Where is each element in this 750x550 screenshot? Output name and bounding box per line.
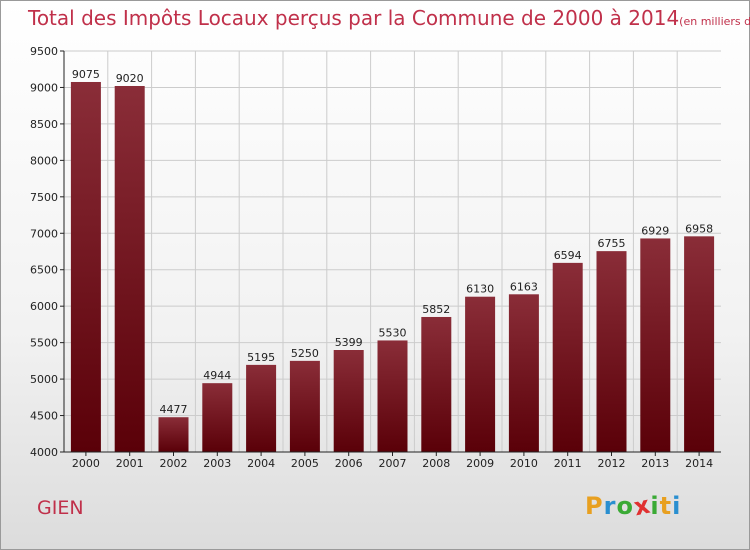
bar-2008: [421, 316, 452, 452]
y-tick-label-6500: 6500: [30, 264, 58, 277]
y-tick-label-8000: 8000: [30, 154, 58, 167]
bar-2004: [246, 364, 277, 452]
logo-letter: i: [672, 492, 682, 520]
value-label-2012: 6755: [598, 237, 626, 250]
bar-2012: [596, 251, 627, 452]
value-label-2000: 9075: [72, 68, 100, 81]
y-tick-label-9000: 9000: [30, 81, 58, 94]
logo-letter: r: [603, 492, 617, 520]
logo-letter: o: [616, 492, 634, 520]
value-label-2006: 5399: [335, 336, 363, 349]
x-tick-label-2000: 2000: [72, 457, 100, 470]
value-label-2004: 5195: [247, 351, 275, 364]
chart-title-text: Total des Impôts Locaux perçus par la Co…: [28, 6, 680, 30]
y-tick-label-7500: 7500: [30, 191, 58, 204]
y-tick-label-4000: 4000: [30, 446, 58, 459]
commune-name: GIEN: [37, 497, 84, 519]
y-tick-label-9500: 9500: [30, 45, 58, 58]
x-tick-label-2012: 2012: [598, 457, 626, 470]
value-label-2003: 4944: [203, 369, 231, 382]
bar-2011: [552, 262, 583, 452]
bar-2002: [158, 417, 189, 452]
chart-unit-label: (en milliers d'€): [679, 15, 750, 28]
x-tick-label-2010: 2010: [510, 457, 538, 470]
bar-2006: [333, 350, 364, 452]
x-tick-label-2008: 2008: [422, 457, 450, 470]
bar-2007: [377, 340, 408, 452]
value-label-2002: 4477: [160, 403, 188, 416]
x-tick-label-2001: 2001: [116, 457, 144, 470]
bar-2010: [508, 294, 539, 452]
x-tick-label-2009: 2009: [466, 457, 494, 470]
bar-2001: [114, 85, 145, 452]
logo-letter: i: [650, 492, 660, 520]
x-tick-label-2011: 2011: [554, 457, 582, 470]
x-tick-label-2005: 2005: [291, 457, 319, 470]
value-label-2005: 5250: [291, 347, 319, 360]
y-tick-label-7000: 7000: [30, 227, 58, 240]
bar-2005: [289, 360, 320, 452]
value-label-2010: 6163: [510, 280, 538, 293]
bar-2009: [465, 296, 496, 452]
x-tick-label-2007: 2007: [379, 457, 407, 470]
bar-2000: [70, 81, 101, 453]
x-tick-label-2002: 2002: [160, 457, 188, 470]
y-tick-label-4500: 4500: [30, 410, 58, 423]
x-tick-label-2006: 2006: [335, 457, 363, 470]
value-label-2011: 6594: [554, 249, 582, 262]
chart-title: Total des Impôts Locaux perçus par la Co…: [28, 6, 750, 30]
y-tick-label-5500: 5500: [30, 337, 58, 350]
x-tick-label-2004: 2004: [247, 457, 275, 470]
y-tick-label-8500: 8500: [30, 118, 58, 131]
value-label-2014: 6958: [685, 222, 713, 235]
logo-letter: P: [585, 492, 604, 520]
value-label-2007: 5530: [379, 326, 407, 339]
y-tick-label-6000: 6000: [30, 300, 58, 313]
value-label-2001: 9020: [116, 72, 144, 85]
bars: 9075 9020 4477 4944 5195 5250 5399 5530 5852 6130…: [70, 68, 715, 453]
bar-2013: [640, 238, 671, 452]
x-tick-label-2013: 2013: [641, 457, 669, 470]
y-tick-label-5000: 5000: [30, 373, 58, 386]
logo-letter: t: [659, 492, 673, 520]
value-label-2009: 6130: [466, 283, 494, 296]
value-label-2013: 6929: [641, 224, 669, 237]
bar-2014: [684, 236, 715, 452]
bar-2003: [202, 383, 233, 452]
proxiti-logo[interactable]: Proxiti: [585, 491, 682, 522]
value-label-2008: 5852: [422, 303, 450, 316]
axes: 4000 4500 5000 5500 6000 6500 7000 7500 8000 8500…: [30, 45, 721, 470]
x-tick-label-2014: 2014: [685, 457, 713, 470]
x-tick-label-2003: 2003: [203, 457, 231, 470]
